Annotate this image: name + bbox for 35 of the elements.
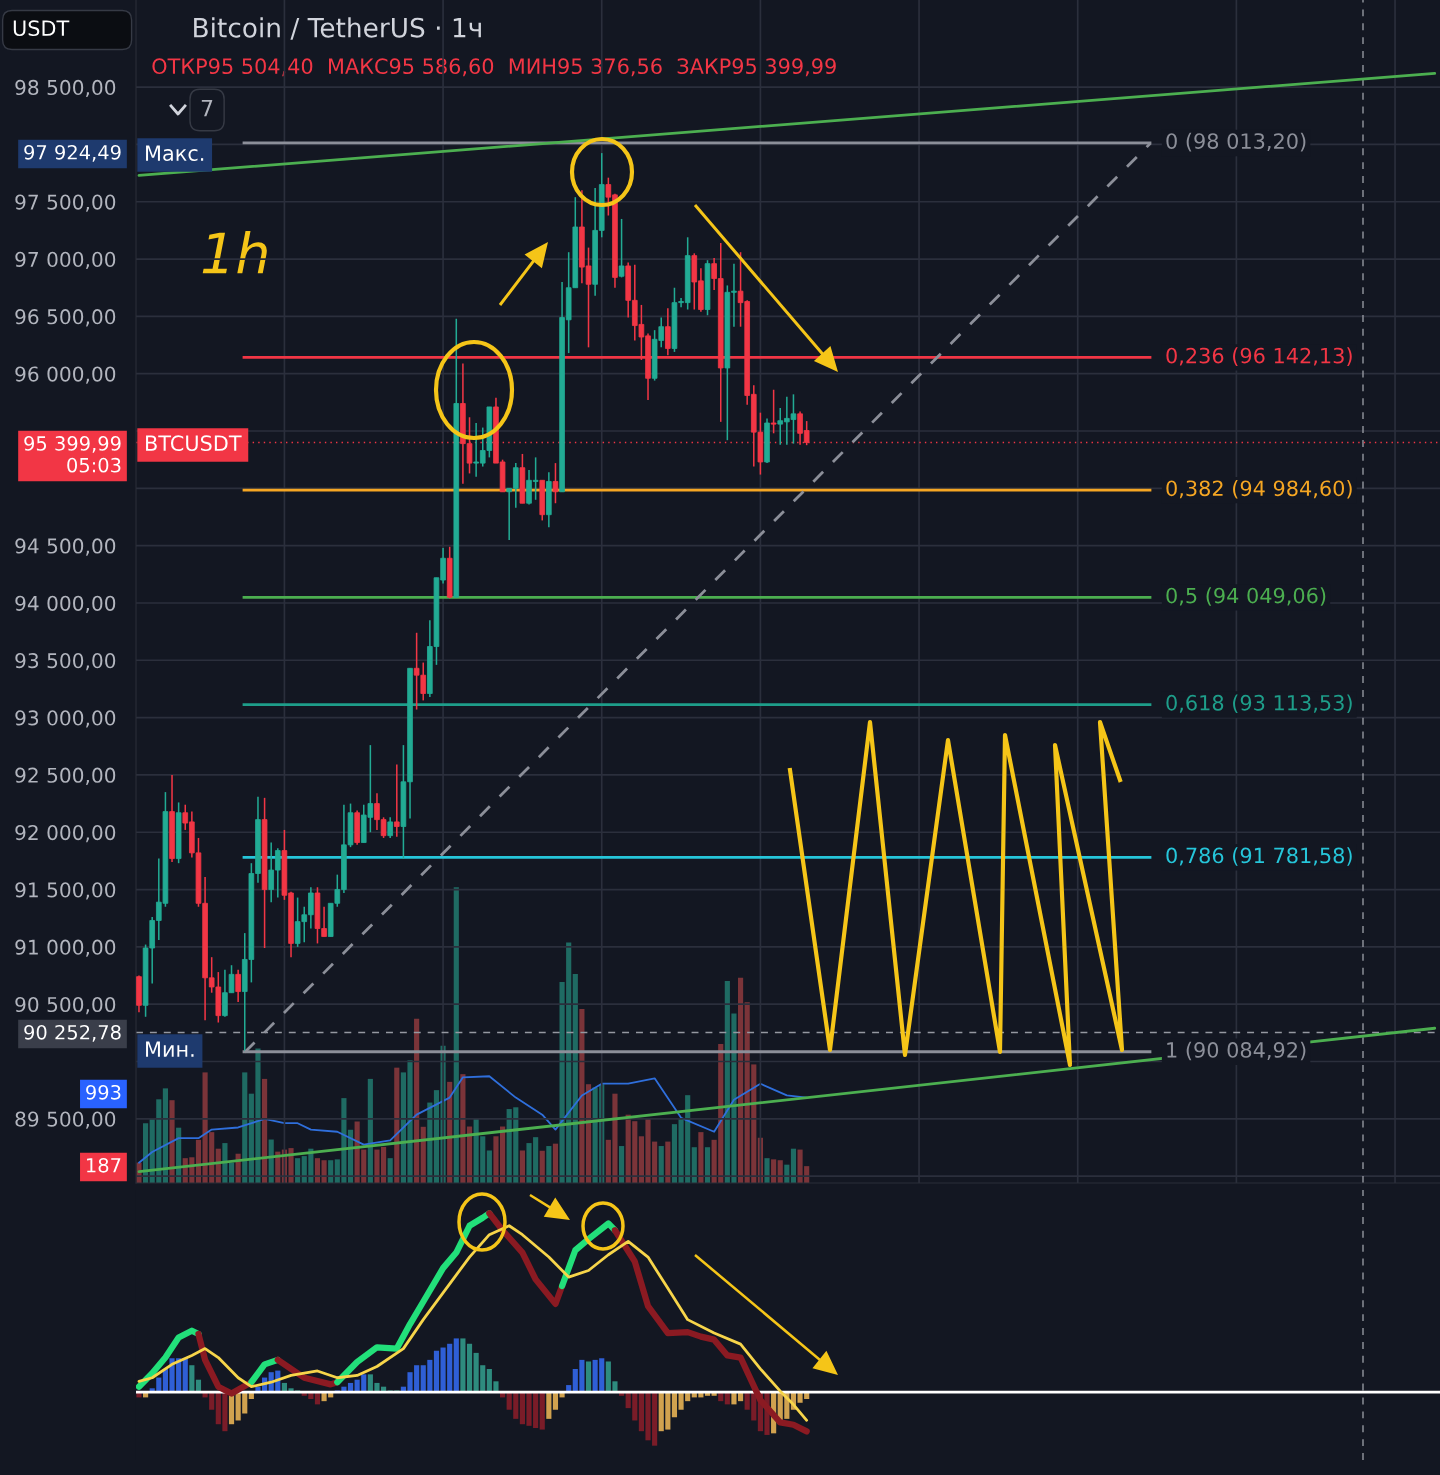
y-tick-label: 91 000,00 (15, 939, 116, 957)
y-tick-label: 92 500,00 (15, 767, 116, 785)
text: ОТКР95 504,40 МАКС95 586,60 МИН95 376,56 ЗАКР95 399,99 (152, 58, 836, 77)
ref-line-label: 0,618 (93 113,53) (1166, 694, 1352, 714)
y-tick-label: 94 500,00 (15, 538, 116, 556)
y-tick-label: 94 000,00 (15, 595, 116, 613)
annotation: 7 (201, 99, 213, 117)
ref-line-label: 0,5 (94 049,06) (1166, 587, 1326, 606)
text: 97 924,49 (24, 144, 121, 162)
text: 95 399,99 05:03 (24, 436, 121, 473)
text: 993 (86, 1084, 121, 1100)
ref-line-label: 0,236 (96 142,13) (1166, 347, 1352, 366)
annotation: Макс. (146, 145, 204, 162)
y-tick-label: 97 000,00 (15, 251, 116, 270)
annotation: BTCUSDT (146, 435, 242, 452)
ref-line-label: 0,382 (94 984,60) (1166, 480, 1352, 499)
ref-line-label: 0 (98 013,20) (1166, 132, 1306, 152)
y-tick-label: 91 500,00 (15, 882, 116, 900)
y-tick-label: 93 000,00 (15, 710, 116, 728)
annotation: Мин. (146, 1041, 194, 1057)
y-tick-label: 92 000,00 (15, 824, 116, 843)
y-tick-label: 98 500,00 (15, 79, 116, 98)
ref-line-label: 0,786 (91 781,58) (1166, 847, 1352, 866)
text: Bitcoin / TetherUS · 1ч (194, 17, 481, 40)
y-tick-label: 96 500,00 (15, 309, 116, 327)
y-tick-label: 96 000,00 (15, 366, 116, 384)
text: 90 252,78 (24, 1024, 121, 1042)
y-tick-label: 89 500,00 (15, 1111, 116, 1129)
y-tick-label: 97 500,00 (15, 194, 116, 212)
text: USDT (13, 20, 70, 37)
y-tick-label: 90 500,00 (15, 996, 116, 1015)
y-tick-label: 93 500,00 (15, 652, 116, 671)
annotation: 1h (202, 231, 267, 274)
text: 187 (87, 1157, 121, 1173)
ref-line-label: 1 (90 084,92) (1167, 1041, 1306, 1061)
